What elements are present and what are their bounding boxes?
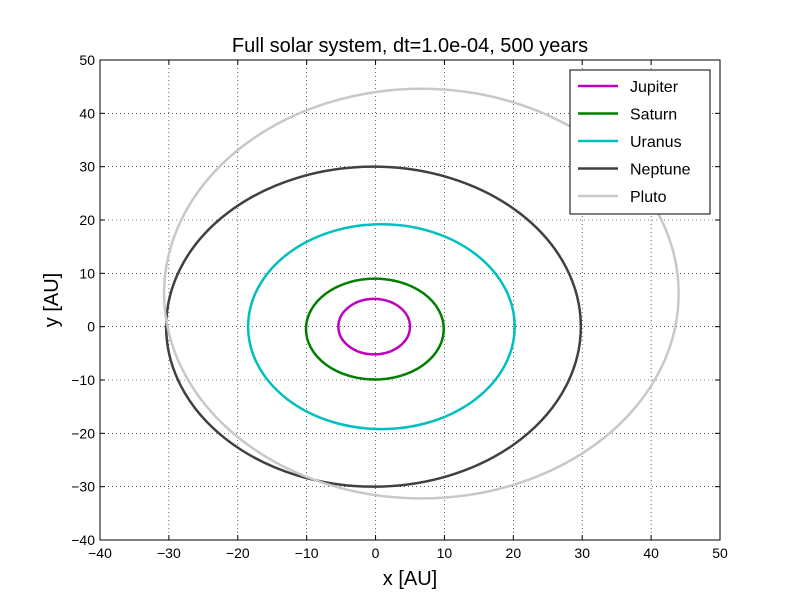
- y-tick-label: 30: [79, 159, 95, 175]
- orbit-pluto: [162, 87, 680, 500]
- plot-frame: [99, 59, 721, 541]
- y-tick-label: −30: [71, 479, 95, 495]
- y-tick-label: 50: [79, 52, 95, 68]
- orbit-lines: [162, 87, 680, 500]
- y-tick-label: 20: [79, 212, 95, 228]
- y-tick-label: 10: [79, 265, 95, 281]
- y-axis-label: y [AU]: [41, 273, 63, 327]
- legend-label-uranus: Uranus: [630, 134, 682, 151]
- legend-label-neptune: Neptune: [630, 162, 691, 179]
- orbit-saturn: [304, 277, 446, 381]
- x-tick-label: −40: [88, 545, 112, 561]
- axis-ticks: −40 −30 −20 −10 0 10 20 30 40 50 −40 −30 −20 −10 0 10 20…: [71, 52, 728, 561]
- orbit-uranus: [246, 223, 516, 431]
- x-tick-label: 30: [574, 545, 590, 561]
- x-tick-label: −10: [295, 545, 319, 561]
- legend-label-pluto: Pluto: [630, 189, 667, 206]
- x-tick-label: 0: [372, 545, 380, 561]
- y-tick-label: −40: [71, 532, 95, 548]
- x-tick-label: 40: [643, 545, 659, 561]
- y-tick-label: −20: [71, 425, 95, 441]
- legend: Jupiter Saturn Uranus Neptune Pluto: [569, 69, 711, 215]
- x-axis-label: x [AU]: [383, 568, 437, 590]
- y-tick-label: −10: [71, 372, 95, 388]
- x-tick-label: 20: [506, 545, 522, 561]
- legend-label-jupiter: Jupiter: [630, 79, 679, 96]
- y-tick-label: 40: [79, 105, 95, 121]
- chart-title: Full solar system, dt=1.0e-04, 500 years: [232, 35, 588, 57]
- x-tick-label: −30: [157, 545, 181, 561]
- orbit-jupiter: [337, 297, 412, 356]
- x-tick-label: −20: [226, 545, 250, 561]
- y-tick-label: 0: [87, 319, 95, 335]
- legend-label-saturn: Saturn: [630, 107, 677, 124]
- x-tick-label: 10: [437, 545, 453, 561]
- x-tick-label: 50: [712, 545, 728, 561]
